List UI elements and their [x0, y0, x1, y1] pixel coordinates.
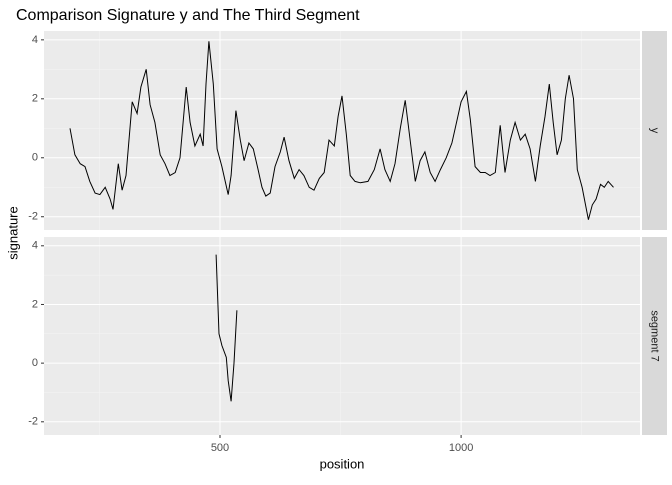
x-tick-label: 500 — [211, 442, 229, 454]
line — [215, 254, 238, 402]
y-tick-label: 4 — [32, 34, 38, 46]
strip — [642, 237, 667, 435]
strip-label: y — [649, 128, 661, 134]
y-tick-label: 0 — [32, 357, 38, 369]
y-tick-label: 2 — [32, 298, 38, 310]
y-tick-label: 0 — [32, 152, 38, 164]
panel-background — [44, 237, 640, 435]
panel-background — [44, 31, 640, 230]
strip-label: segment 7 — [649, 310, 661, 361]
y-axis-label: signature — [5, 206, 20, 259]
y-tick-label: 4 — [32, 240, 38, 252]
y-tick-label: 2 — [32, 93, 38, 105]
chart-title: Comparison Signature y and The Third Seg… — [16, 7, 360, 24]
x-tick-label: 1000 — [449, 442, 473, 454]
x-axis-label: position — [320, 456, 365, 471]
y-tick-label: -2 — [28, 416, 38, 428]
y-tick-label: -2 — [28, 211, 38, 223]
line — [69, 41, 614, 220]
strip — [642, 31, 667, 230]
